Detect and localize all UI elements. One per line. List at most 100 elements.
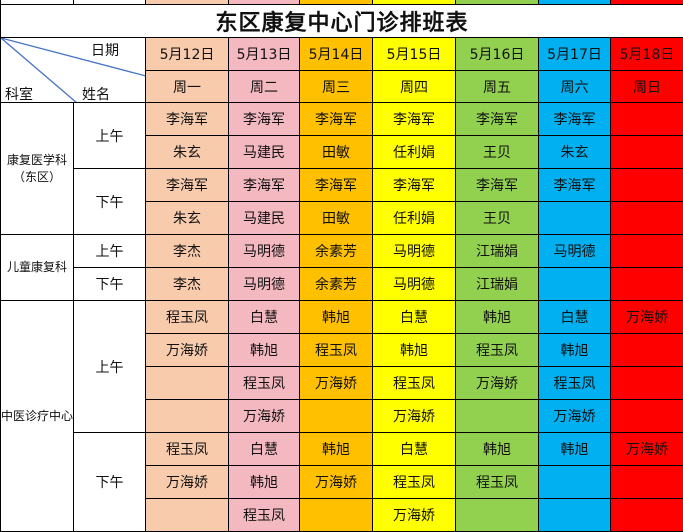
schedule-cell[interactable]: 韩旭: [229, 334, 300, 367]
schedule-cell[interactable]: 李海军: [373, 103, 456, 136]
schedule-cell[interactable]: 韩旭: [229, 466, 300, 499]
schedule-cell[interactable]: 韩旭: [456, 433, 539, 466]
schedule-cell[interactable]: 韩旭: [539, 433, 611, 466]
schedule-cell[interactable]: 李海军: [146, 103, 229, 136]
schedule-cell[interactable]: 程玉凤: [373, 466, 456, 499]
schedule-cell[interactable]: 万海娇: [146, 334, 229, 367]
schedule-cell[interactable]: 万海娇: [539, 400, 611, 433]
schedule-cell[interactable]: 白慧: [229, 301, 300, 334]
schedule-cell[interactable]: 韩旭: [373, 334, 456, 367]
schedule-cell[interactable]: 白慧: [539, 301, 611, 334]
schedule-cell[interactable]: 程玉凤: [146, 301, 229, 334]
schedule-cell[interactable]: [456, 400, 539, 433]
schedule-cell[interactable]: 万海娇: [229, 400, 300, 433]
schedule-cell[interactable]: 马建民: [229, 202, 300, 235]
schedule-cell[interactable]: 田敏: [300, 202, 373, 235]
schedule-cell[interactable]: 任利娟: [373, 136, 456, 169]
schedule-cell[interactable]: 万海娇: [373, 400, 456, 433]
title-row: 东区康复中心门诊排班表: [1, 5, 683, 38]
schedule-cell[interactable]: 马明德: [539, 235, 611, 268]
schedule-cell[interactable]: [611, 466, 683, 499]
schedule-cell[interactable]: 田敏: [300, 136, 373, 169]
schedule-cell[interactable]: 程玉凤: [539, 367, 611, 400]
schedule-cell[interactable]: 程玉凤: [300, 334, 373, 367]
schedule-cell[interactable]: 李海军: [456, 103, 539, 136]
schedule-cell[interactable]: 余素芳: [300, 235, 373, 268]
schedule-cell[interactable]: [146, 367, 229, 400]
schedule-row: 中医诊疗中心上午程玉凤白慧韩旭白慧韩旭白慧万海娇: [1, 301, 683, 334]
schedule-cell[interactable]: [456, 499, 539, 532]
schedule-cell[interactable]: [611, 202, 683, 235]
schedule-cell[interactable]: 王贝: [456, 136, 539, 169]
schedule-cell[interactable]: [611, 268, 683, 301]
schedule-cell[interactable]: 程玉凤: [146, 433, 229, 466]
schedule-cell[interactable]: 马明德: [229, 235, 300, 268]
schedule-cell[interactable]: 程玉凤: [229, 499, 300, 532]
schedule-cell[interactable]: 李海军: [456, 169, 539, 202]
schedule-cell[interactable]: [539, 466, 611, 499]
schedule-cell[interactable]: 李海军: [146, 169, 229, 202]
schedule-cell[interactable]: 万海娇: [146, 466, 229, 499]
schedule-cell[interactable]: 程玉凤: [456, 466, 539, 499]
weekday-header: 周二: [229, 71, 300, 103]
schedule-row: 下午李海军李海军李海军李海军李海军李海军: [1, 169, 683, 202]
schedule-cell[interactable]: [539, 268, 611, 301]
schedule-cell[interactable]: 李杰: [146, 268, 229, 301]
schedule-cell[interactable]: 李杰: [146, 235, 229, 268]
schedule-cell[interactable]: [611, 235, 683, 268]
schedule-cell[interactable]: 王贝: [456, 202, 539, 235]
schedule-cell[interactable]: 韩旭: [539, 334, 611, 367]
schedule-cell[interactable]: [146, 400, 229, 433]
schedule-cell[interactable]: 万海娇: [300, 367, 373, 400]
schedule-cell[interactable]: [611, 400, 683, 433]
schedule-cell[interactable]: [146, 499, 229, 532]
schedule-cell[interactable]: 万海娇: [373, 499, 456, 532]
schedule-cell[interactable]: 韩旭: [300, 433, 373, 466]
schedule-cell[interactable]: [611, 334, 683, 367]
schedule-cell[interactable]: 任利娟: [373, 202, 456, 235]
schedule-cell[interactable]: 马明德: [373, 235, 456, 268]
schedule-cell[interactable]: 万海娇: [611, 433, 683, 466]
schedule-cell[interactable]: 朱玄: [146, 136, 229, 169]
schedule-cell[interactable]: 白慧: [373, 301, 456, 334]
schedule-cell[interactable]: 万海娇: [456, 367, 539, 400]
schedule-cell[interactable]: 朱玄: [539, 136, 611, 169]
schedule-cell[interactable]: 江瑞娟: [456, 235, 539, 268]
schedule-cell[interactable]: [611, 499, 683, 532]
schedule-cell[interactable]: 李海军: [229, 103, 300, 136]
schedule-cell[interactable]: 余素芳: [300, 268, 373, 301]
schedule-cell[interactable]: 韩旭: [300, 301, 373, 334]
schedule-cell[interactable]: 白慧: [229, 433, 300, 466]
schedule-cell[interactable]: [611, 169, 683, 202]
schedule-cell[interactable]: 万海娇: [300, 466, 373, 499]
date-header: 5月13日: [229, 38, 300, 71]
schedule-cell[interactable]: 万海娇: [611, 301, 683, 334]
schedule-cell[interactable]: 朱玄: [146, 202, 229, 235]
schedule-cell[interactable]: 李海军: [300, 169, 373, 202]
schedule-cell[interactable]: [611, 136, 683, 169]
schedule-cell[interactable]: [300, 499, 373, 532]
schedule-cell[interactable]: 程玉凤: [373, 367, 456, 400]
schedule-cell[interactable]: [539, 202, 611, 235]
schedule-cell[interactable]: 江瑞娟: [456, 268, 539, 301]
schedule-cell[interactable]: 程玉凤: [456, 334, 539, 367]
schedule-cell[interactable]: 马明德: [373, 268, 456, 301]
schedule-cell[interactable]: 韩旭: [456, 301, 539, 334]
schedule-cell[interactable]: [300, 400, 373, 433]
weekday-header: 周三: [300, 71, 373, 103]
schedule-cell[interactable]: 李海军: [373, 169, 456, 202]
schedule-cell[interactable]: 李海军: [539, 103, 611, 136]
schedule-cell[interactable]: 程玉凤: [229, 367, 300, 400]
schedule-cell[interactable]: 白慧: [373, 433, 456, 466]
schedule-cell[interactable]: [539, 499, 611, 532]
schedule-cell[interactable]: 李海军: [229, 169, 300, 202]
schedule-cell[interactable]: 马建民: [229, 136, 300, 169]
schedule-cell[interactable]: 马明德: [229, 268, 300, 301]
schedule-cell[interactable]: 李海军: [539, 169, 611, 202]
schedule-cell[interactable]: [611, 103, 683, 136]
schedule-cell[interactable]: 李海军: [300, 103, 373, 136]
date-header: 5月12日: [146, 38, 229, 71]
weekday-header: 周一: [146, 71, 229, 103]
schedule-cell[interactable]: [611, 367, 683, 400]
session-label: 上午: [74, 103, 146, 169]
